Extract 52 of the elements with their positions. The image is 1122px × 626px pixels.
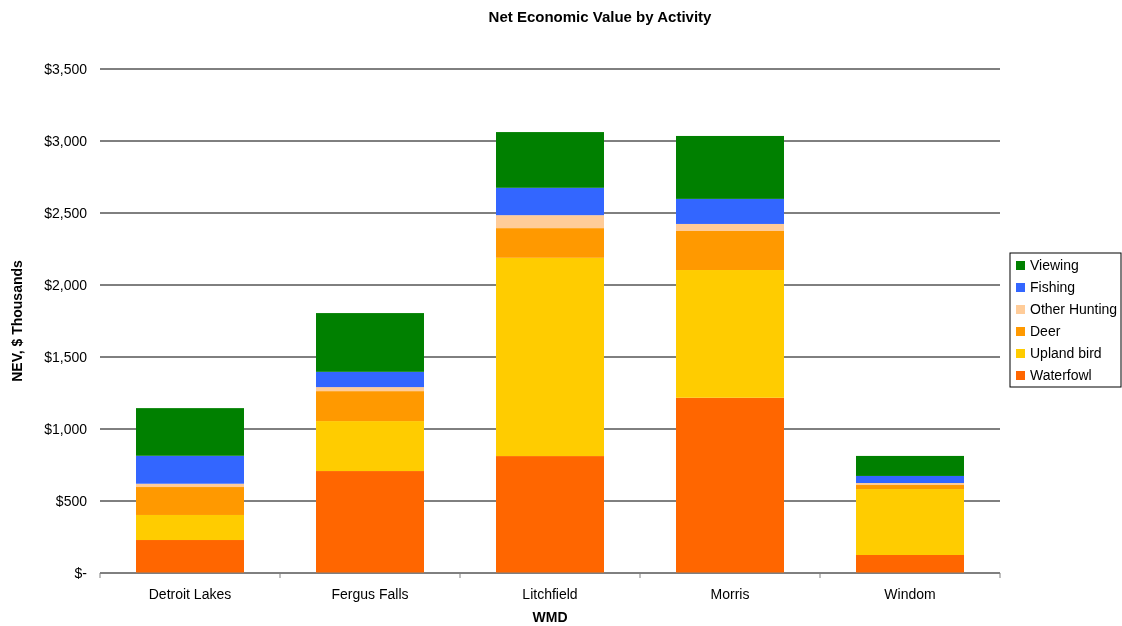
legend-label: Other Hunting [1030,301,1118,317]
legend-label: Upland bird [1030,345,1102,361]
bar [136,514,244,541]
bar [136,483,244,488]
legend-label: Waterfowl [1030,367,1092,383]
y-tick-label: $3,000 [44,133,88,149]
bar [496,132,604,188]
legend-label: Deer [1030,323,1061,339]
bar [676,223,784,231]
bar [316,391,424,422]
bar [676,135,784,199]
x-axis-title: WMD [532,609,568,625]
bar [316,313,424,372]
y-tick-label: $3,500 [44,61,88,77]
x-tick-label: Litchfield [522,586,578,602]
bar [856,455,964,476]
x-tick-label: Morris [710,586,750,602]
bar [136,408,244,456]
bar [856,483,964,486]
y-tick-label: $500 [55,493,88,509]
bar [856,475,964,483]
bar [496,215,604,229]
bar [676,231,784,271]
bar [136,487,244,515]
bar [676,397,784,573]
bar [316,387,424,392]
legend-label: Fishing [1030,279,1076,295]
y-tick-label: $2,000 [44,277,88,293]
bar [496,257,604,457]
bar [316,471,424,573]
bar [496,228,604,258]
y-tick-label: $- [74,565,88,581]
y-tick-label: $2,500 [44,205,88,221]
y-axis-title: NEV, $ Thousands [9,259,25,382]
bar [856,555,964,573]
chart-title: Net Economic Value by Activity [488,8,713,25]
bar [496,456,604,573]
bar [136,455,244,484]
x-tick-label: Detroit Lakes [148,586,232,602]
bar [496,187,604,216]
bar [316,371,424,388]
bar [856,485,964,490]
bar [676,270,784,398]
bar [316,421,424,472]
legend-label: Viewing [1030,257,1079,273]
bar [676,198,784,224]
x-tick-label: Windom [884,586,936,602]
bar [856,489,964,555]
y-tick-label: $1,500 [44,349,88,365]
x-tick-label: Fergus Falls [331,586,409,602]
y-tick-label: $1,000 [44,421,88,437]
bar [136,540,244,573]
